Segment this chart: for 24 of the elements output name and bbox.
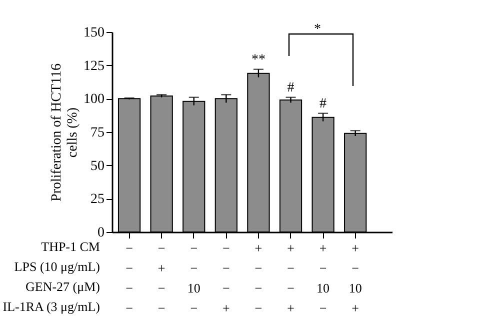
y-tick-label: 100 — [84, 92, 104, 108]
text: THP-1 CM — [40, 238, 100, 256]
x-tick-label: + − − + — [287, 240, 294, 316]
annotation: # — [287, 80, 294, 96]
y-tick-label: 75 — [90, 126, 104, 140]
y-tick-label: 125 — [84, 58, 104, 74]
x-tick-label: − − − − — [126, 240, 133, 316]
y-tick-label: 0 — [98, 226, 104, 240]
y-tick-label: 150 — [84, 26, 104, 40]
x-tick-label: − − − + — [222, 240, 230, 316]
text: LPS (10 μg/mL) — [13, 258, 100, 276]
text: GEN-27 (μM) — [24, 278, 100, 296]
x-tick-label: + − − − — [254, 240, 262, 316]
annotation: ** — [251, 52, 266, 68]
y-tick-label: 50 — [90, 158, 104, 174]
x-tick-label: + − 10 + — [348, 240, 362, 316]
x-tick-label: + − 10 − — [316, 240, 330, 316]
annotation: # — [320, 96, 327, 112]
x-tick-label: − + − − — [158, 240, 166, 316]
text: IL-1RA (3 μg/mL) — [2, 298, 100, 316]
annotation: * — [314, 22, 321, 38]
y-axis-title: Proliferation of HCT116 cells (%) — [50, 64, 80, 202]
x-tick-label: − − 10 − — [187, 240, 200, 316]
y-tick-label: 25 — [90, 192, 104, 208]
